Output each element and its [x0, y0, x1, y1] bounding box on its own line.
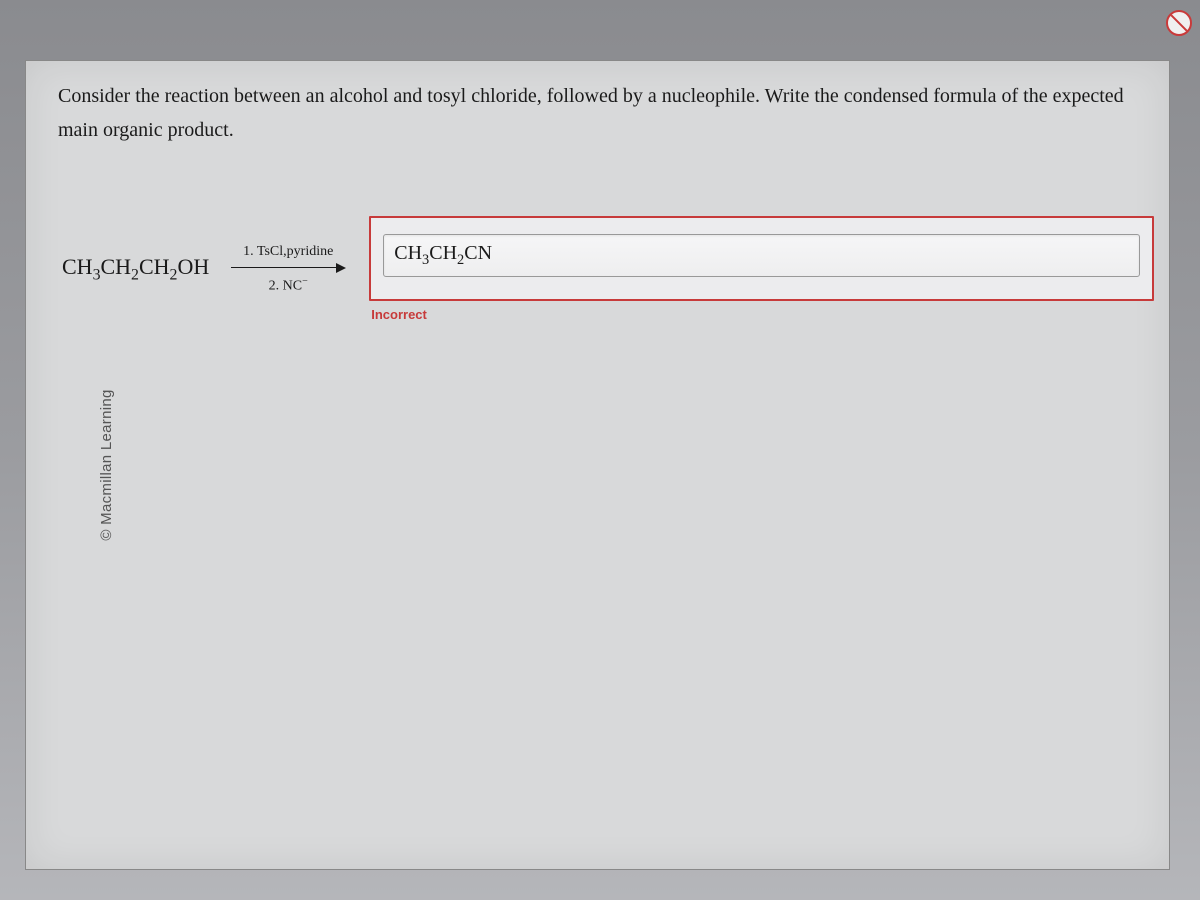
- copyright-label: © Macmillan Learning: [98, 389, 115, 540]
- feedback-label: Incorrect: [371, 307, 1154, 322]
- answer-input[interactable]: CH3CH2CN: [383, 234, 1140, 277]
- arrow-top-label: 1. TsCl,pyridine: [243, 244, 333, 260]
- answer-container: CH3CH2CN Incorrect: [369, 216, 1154, 322]
- arrow-bottom-label: 2. NC−: [269, 276, 308, 295]
- question-text: Consider the reaction between an alcohol…: [58, 79, 1149, 147]
- reaction-arrow: 1. TsCl,pyridine 2. NC−: [223, 244, 353, 295]
- reactant-formula: CH3CH2CH2OH: [58, 254, 213, 284]
- no-entry-icon: [1166, 10, 1192, 36]
- arrow-line: [231, 261, 346, 275]
- question-frame: © Macmillan Learning Consider the reacti…: [25, 60, 1170, 870]
- answer-box: CH3CH2CN: [369, 216, 1154, 301]
- reaction-row: CH3CH2CH2OH 1. TsCl,pyridine 2. NC− CH3C…: [58, 216, 1154, 322]
